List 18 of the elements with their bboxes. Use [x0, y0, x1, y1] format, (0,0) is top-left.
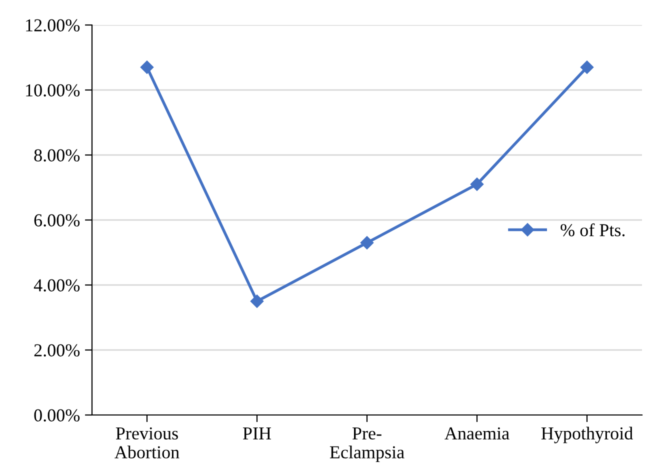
point [360, 236, 374, 250]
x-tick-label: Pre- Eclampsia [330, 428, 404, 462]
x-tick-label: Previous Abortion [114, 427, 180, 458]
y-tick-label: 12.00% [26, 19, 80, 32]
x-tick-label: PIH [242, 428, 272, 440]
point [140, 60, 154, 74]
x-tick-label: Anaemia [444, 427, 510, 440]
y-tick-label: 10.00% [26, 84, 80, 97]
y-tick-label: 2.00% [34, 344, 80, 357]
point [250, 294, 264, 308]
y-tick-label: 6.00% [34, 214, 80, 227]
point [470, 178, 484, 191]
y-tick-label: 0.00% [34, 409, 80, 422]
legend-label: % of Pts. [560, 223, 625, 236]
x-tick-label: Hypothyroid [541, 426, 633, 444]
y-tick-label: 8.00% [34, 149, 80, 162]
point [580, 60, 594, 74]
y-tick-label: 4.00% [34, 279, 80, 292]
